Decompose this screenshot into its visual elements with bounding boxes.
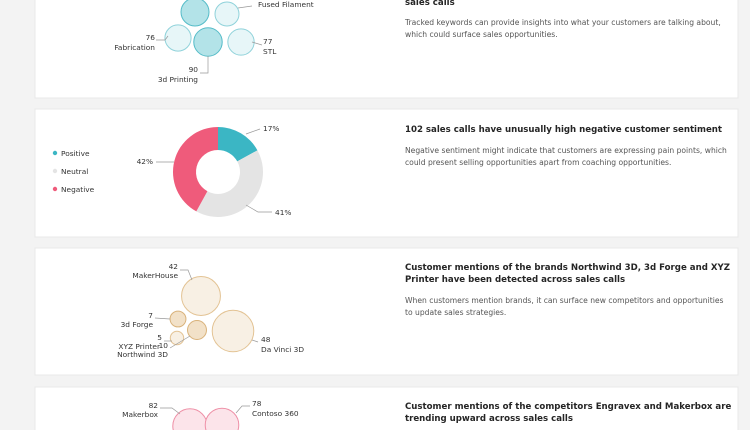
bubble <box>164 24 192 52</box>
leader-line <box>235 405 250 414</box>
legend-label: Negative <box>61 185 95 194</box>
bubble-value: 48 <box>261 335 271 344</box>
card-title: trending upward across sales calls <box>405 414 573 424</box>
donut-label: 41% <box>275 208 291 217</box>
card-description: Negative sentiment might indicate that c… <box>405 146 727 155</box>
card-description: could present selling opportunities apar… <box>405 158 671 167</box>
title-segment: Customer mentions of the competitors <box>405 402 596 412</box>
card <box>34 108 739 238</box>
card-title: 102 sales calls have unusually high nega… <box>405 125 722 135</box>
legend-dot <box>52 186 58 192</box>
leader-line <box>251 41 263 46</box>
leader-line <box>251 339 259 343</box>
title-segment: 3d Forge <box>644 263 687 273</box>
bubble <box>227 28 255 56</box>
leader-line <box>237 5 253 9</box>
bubble-label: Makerbox <box>122 410 158 419</box>
bubble-label: Fused Filament <box>258 0 314 9</box>
title-segment: 102 sales calls have unusually high nega… <box>405 125 722 135</box>
bubble-value: 10 <box>159 341 169 350</box>
leader-line <box>180 269 193 281</box>
legend-label: Positive <box>61 149 90 158</box>
card <box>34 247 739 376</box>
leader-line <box>245 128 261 135</box>
bubble-label: Sensors <box>136 0 165 2</box>
title-segment: and <box>687 263 711 273</box>
bubble <box>214 1 240 27</box>
title-segment: and <box>641 402 665 412</box>
donut-segment <box>196 150 264 218</box>
bubble-value: 76 <box>146 33 156 42</box>
donut-segment <box>218 127 258 162</box>
title-segment: have been detected across sales calls <box>439 275 625 285</box>
bubble-label: 3d Printing <box>158 75 198 84</box>
title-segment: Printer <box>405 275 440 285</box>
card-description: which could surface sales opportunities. <box>405 30 558 39</box>
bubble-label: XYZ Printer <box>118 342 161 351</box>
bubble <box>169 310 187 328</box>
leader-line <box>156 35 169 41</box>
bubble-value: 7 <box>148 311 153 320</box>
bubble-label: Contoso 360 <box>252 409 299 418</box>
bubble-value: 90 <box>189 65 199 74</box>
bubble-value: 5 <box>157 333 162 342</box>
bubble <box>211 309 255 353</box>
legend-label: Neutral <box>61 167 88 176</box>
bubble-label: 3d Forge <box>121 320 154 329</box>
bubble-label: Fabrication <box>114 43 155 52</box>
bubble <box>193 27 223 57</box>
card <box>34 0 739 99</box>
leader-line <box>245 204 272 213</box>
bubble-label: Da Vinci 3D <box>261 345 304 354</box>
card-title: Customer mentions of the brands Northwin… <box>405 263 730 273</box>
leader-line <box>200 56 209 74</box>
bubble-label: Northwind 3D <box>117 350 168 359</box>
title-segment: , <box>638 263 644 273</box>
bubble <box>187 320 207 340</box>
card-title: sales calls <box>405 0 455 8</box>
legend-dot <box>52 150 58 156</box>
bubble-value: 78 <box>252 399 262 408</box>
card-title: Printer have been detected across sales … <box>405 275 625 285</box>
bubble-label: STL <box>263 47 277 56</box>
donut-segment <box>172 127 218 212</box>
bubble <box>204 407 240 430</box>
leader-line <box>160 407 181 415</box>
bubble-value: 77 <box>263 37 273 46</box>
bubble-label: MakerHouse <box>132 271 178 280</box>
card-description: to update sales strategies. <box>405 308 506 317</box>
donut-label: 17% <box>263 124 279 133</box>
card <box>34 386 739 430</box>
title-segment: XYZ <box>711 263 730 273</box>
card-title: Customer mentions of the competitors Eng… <box>405 402 731 412</box>
bubble <box>169 330 185 346</box>
title-segment: are <box>712 402 731 412</box>
title-segment: trending upward across sales calls <box>405 414 573 424</box>
leader-line <box>169 335 191 349</box>
bubble <box>180 0 210 27</box>
legend-dot <box>52 168 58 174</box>
title-segment: Engravex <box>596 402 642 412</box>
title-segment: Northwind 3D <box>571 263 638 273</box>
title-segment: Customer mentions of the brands <box>405 263 571 273</box>
bubble <box>181 276 221 316</box>
card-description: Tracked keywords can provide insights in… <box>404 18 721 27</box>
title-segment: Makerbox <box>665 402 713 412</box>
bubble-value: 42 <box>169 262 178 271</box>
card-description: When customers mention brands, it can su… <box>405 296 723 305</box>
leader-line <box>154 317 171 320</box>
bubble-value: 82 <box>149 401 158 410</box>
title-segment: sales calls <box>405 0 455 8</box>
donut-label: 42% <box>137 157 153 166</box>
